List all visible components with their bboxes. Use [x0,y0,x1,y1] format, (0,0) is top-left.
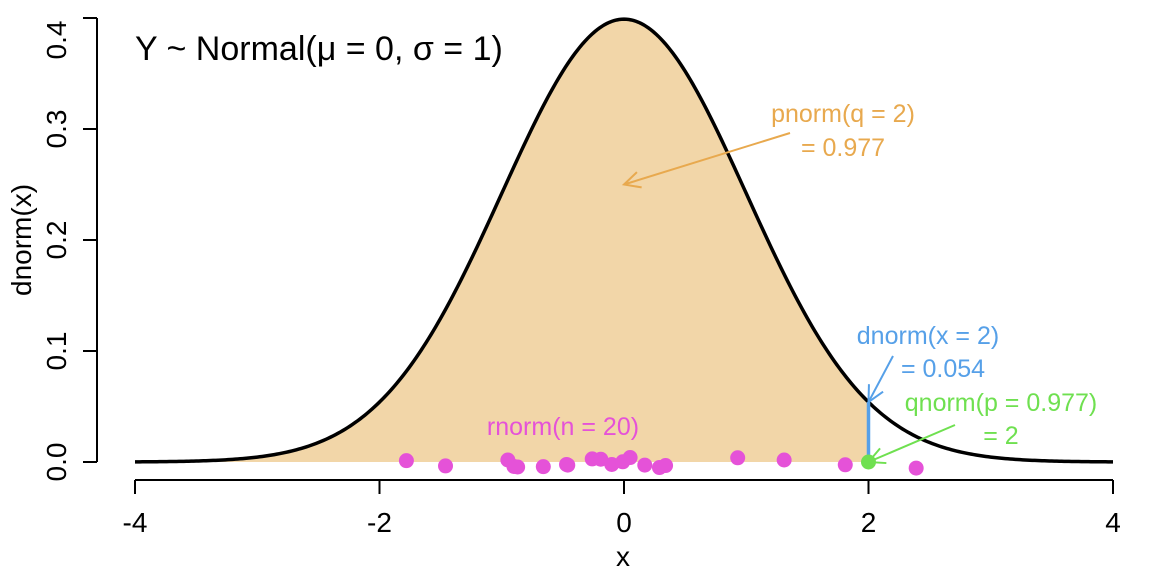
y-tick-label: 0.2 [41,221,72,260]
rnorm-point [776,452,792,468]
x-axis: -4 -2 0 2 4 [123,479,1121,538]
rnorm-point [837,457,853,473]
pnorm-shaded-area [135,19,869,462]
rnorm-label: rnorm(n = 20) [487,413,639,441]
qnorm-label-line-2: = 2 [983,422,1018,450]
rnorm-point [622,450,638,466]
y-tick-label: 0.1 [41,332,72,371]
qnorm-arrow [869,424,956,462]
chart-title: Y ~ Normal(μ = 0, σ = 1) [135,30,503,68]
rnorm-point [637,457,653,473]
x-tick-label: 0 [616,507,632,538]
x-tick-label: 2 [861,507,877,538]
pnorm-label-line-2: = 0.977 [801,134,885,162]
dnorm-label-line-1: dnorm(x = 2) [857,322,999,350]
rnorm-point [438,458,454,474]
x-tick-label: 4 [1105,507,1121,538]
rnorm-point [510,459,526,475]
y-tick-label: 0.4 [41,21,72,60]
rnorm-point [398,453,414,469]
rnorm-point [908,460,924,476]
y-axis: 0.0 0.1 0.2 0.3 0.4 [41,17,98,482]
pnorm-label-line-1: pnorm(q = 2) [771,100,915,128]
y-axis-label: dnorm(x) [6,184,37,296]
dnorm-arrow [869,355,894,402]
density-curve [134,17,1114,464]
rnorm-point [535,459,551,475]
annotations: pnorm(q = 2) = 0.977 dnorm(x = 2) = 0.05… [487,100,1097,462]
rnorm-point [730,450,746,466]
rnorm-point [560,457,576,473]
x-axis-label: x [616,541,630,572]
dnorm-label-line-2: = 0.054 [901,355,985,383]
rnorm-points [398,450,924,476]
y-tick-label: 0.0 [41,443,72,482]
x-tick-label: -4 [123,507,148,538]
pnorm-arrow [624,132,791,185]
rnorm-point [658,458,674,474]
y-tick-label: 0.3 [41,110,72,149]
x-tick-label: -2 [367,507,392,538]
qnorm-label-line-1: qnorm(p = 0.977) [905,389,1097,417]
